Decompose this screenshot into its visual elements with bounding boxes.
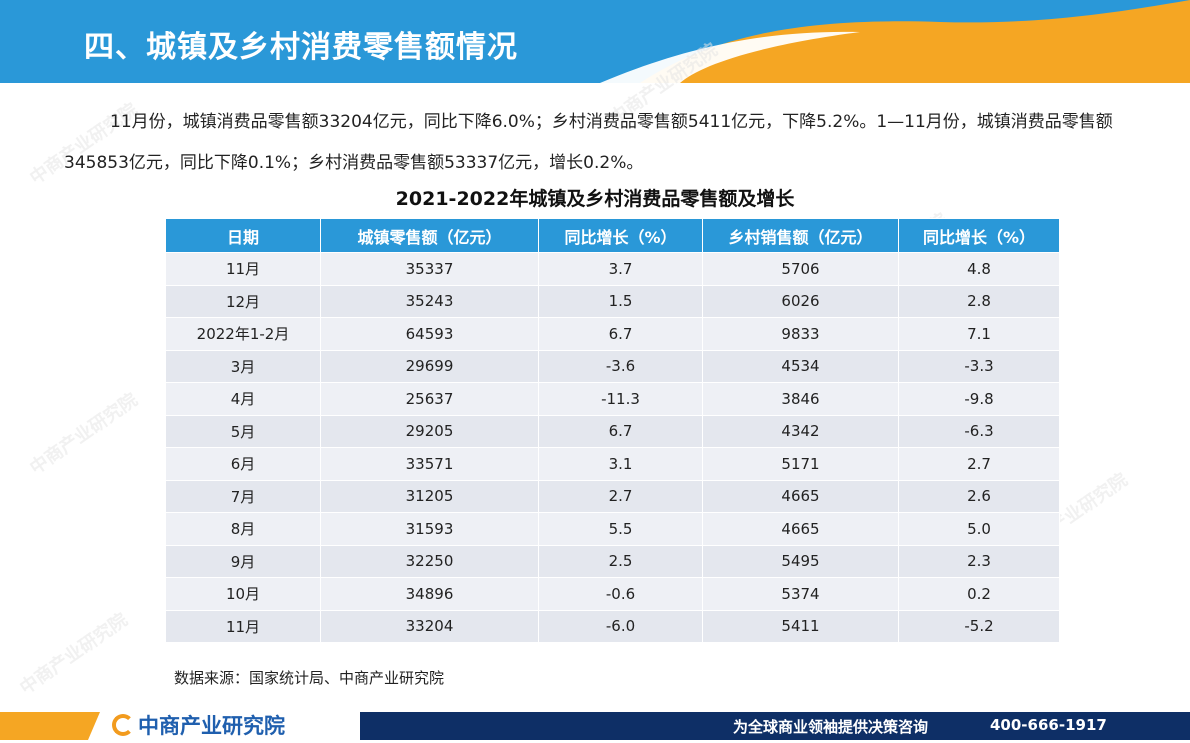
cell-date: 11月 <box>165 609 321 643</box>
table-row: 10月 34896 -0.6 5374 0.2 <box>165 577 1060 611</box>
retail-sales-table: 日期 城镇零售额（亿元） 同比增长（%） 乡村销售额（亿元） 同比增长（%） 1… <box>165 218 1060 643</box>
table-row: 6月 33571 3.1 5171 2.7 <box>165 447 1060 481</box>
table-row: 4月 25637 -11.3 3846 -9.8 <box>165 382 1060 416</box>
cell-date: 3月 <box>165 349 321 383</box>
table-row: 8月 31593 5.5 4665 5.0 <box>165 512 1060 546</box>
cell-date: 5月 <box>165 414 321 448</box>
cell-rural-sales: 4534 <box>702 349 899 383</box>
cell-date: 2022年1-2月 <box>165 317 321 351</box>
header-banner: 四、城镇及乡村消费零售额情况 <box>0 0 1190 83</box>
table-row: 12月 35243 1.5 6026 2.8 <box>165 284 1060 318</box>
cell-rural-growth: -9.8 <box>898 382 1060 416</box>
table-body: 11月 35337 3.7 5706 4.8 12月 35243 1.5 6026 2.8 2022… <box>165 252 1060 643</box>
cell-rural-growth: -6.3 <box>898 414 1060 448</box>
table-header-row: 日期 城镇零售额（亿元） 同比增长（%） 乡村销售额（亿元） 同比增长（%） <box>165 218 1060 253</box>
cell-urban-growth: 2.7 <box>538 479 703 513</box>
footer-orange-stripe <box>0 712 100 740</box>
cell-urban-growth: -0.6 <box>538 577 703 611</box>
table-row: 9月 32250 2.5 5495 2.3 <box>165 544 1060 578</box>
cell-date: 8月 <box>165 512 321 546</box>
cell-rural-growth: 2.6 <box>898 479 1060 513</box>
footer-slogan: 为全球商业领袖提供决策咨询 <box>733 718 929 736</box>
cell-rural-sales: 3846 <box>702 382 899 416</box>
cell-rural-growth: -3.3 <box>898 349 1060 383</box>
cell-rural-sales: 5374 <box>702 577 899 611</box>
cell-date: 11月 <box>165 252 321 286</box>
cell-urban-sales: 33204 <box>320 609 539 643</box>
column-header-rural-growth: 同比增长（%） <box>898 218 1060 253</box>
cell-urban-sales: 25637 <box>320 382 539 416</box>
page-title: 四、城镇及乡村消费零售额情况 <box>84 30 518 65</box>
cell-urban-sales: 29699 <box>320 349 539 383</box>
cell-rural-growth: 4.8 <box>898 252 1060 286</box>
cell-date: 10月 <box>165 577 321 611</box>
footer-logo: 中商产业研究院 <box>112 710 285 740</box>
cell-urban-growth: -6.0 <box>538 609 703 643</box>
cell-date: 12月 <box>165 284 321 318</box>
cell-urban-sales: 32250 <box>320 544 539 578</box>
cell-urban-growth: 6.7 <box>538 414 703 448</box>
cell-rural-sales: 5411 <box>702 609 899 643</box>
cell-rural-growth: 2.7 <box>898 447 1060 481</box>
cell-rural-growth: 2.8 <box>898 284 1060 318</box>
cell-rural-growth: -5.2 <box>898 609 1060 643</box>
header-background <box>0 0 1190 83</box>
cell-urban-sales: 29205 <box>320 414 539 448</box>
cell-rural-growth: 0.2 <box>898 577 1060 611</box>
cell-rural-sales: 4665 <box>702 479 899 513</box>
cell-rural-sales: 4665 <box>702 512 899 546</box>
footer-logo-text: 中商产业研究院 <box>138 714 285 738</box>
cell-rural-sales: 5171 <box>702 447 899 481</box>
summary-paragraph: 11月份，城镇消费品零售额33204亿元，同比下降6.0%；乡村消费品零售额54… <box>64 102 1144 184</box>
table-row: 5月 29205 6.7 4342 -6.3 <box>165 414 1060 448</box>
cell-urban-sales: 33571 <box>320 447 539 481</box>
column-header-date: 日期 <box>165 218 321 253</box>
cell-rural-sales: 4342 <box>702 414 899 448</box>
table-row: 7月 31205 2.7 4665 2.6 <box>165 479 1060 513</box>
cell-date: 6月 <box>165 447 321 481</box>
cell-rural-sales: 6026 <box>702 284 899 318</box>
cell-urban-sales: 31593 <box>320 512 539 546</box>
footer-navy-bar <box>360 712 1190 740</box>
cell-rural-growth: 7.1 <box>898 317 1060 351</box>
cell-urban-growth: -3.6 <box>538 349 703 383</box>
table-row: 3月 29699 -3.6 4534 -3.3 <box>165 349 1060 383</box>
cell-rural-growth: 2.3 <box>898 544 1060 578</box>
column-header-urban-sales: 城镇零售额（亿元） <box>320 218 539 253</box>
cell-urban-sales: 35243 <box>320 284 539 318</box>
cell-urban-growth: 3.7 <box>538 252 703 286</box>
table-row: 11月 35337 3.7 5706 4.8 <box>165 252 1060 286</box>
summary-text: 11月份，城镇消费品零售额33204亿元，同比下降6.0%；乡村消费品零售额54… <box>64 112 1113 173</box>
cell-urban-sales: 64593 <box>320 317 539 351</box>
cell-urban-sales: 34896 <box>320 577 539 611</box>
cell-urban-growth: 2.5 <box>538 544 703 578</box>
cell-rural-growth: 5.0 <box>898 512 1060 546</box>
cell-rural-sales: 5706 <box>702 252 899 286</box>
cell-date: 7月 <box>165 479 321 513</box>
cell-rural-sales: 9833 <box>702 317 899 351</box>
footer-phone: 400-666-1917 <box>990 716 1107 734</box>
table-row: 11月 33204 -6.0 5411 -5.2 <box>165 609 1060 643</box>
footer: 中商产业研究院 为全球商业领袖提供决策咨询 400-666-1917 <box>0 708 1190 743</box>
cell-rural-sales: 5495 <box>702 544 899 578</box>
cell-urban-sales: 35337 <box>320 252 539 286</box>
watermark: 中商产业研究院 <box>26 389 142 479</box>
watermark: 中商产业研究院 <box>16 609 132 699</box>
cell-date: 9月 <box>165 544 321 578</box>
cell-urban-growth: 3.1 <box>538 447 703 481</box>
table-title: 2021-2022年城镇及乡村消费品零售额及增长 <box>395 188 795 210</box>
cell-date: 4月 <box>165 382 321 416</box>
logo-icon <box>112 714 134 736</box>
cell-urban-growth: 5.5 <box>538 512 703 546</box>
cell-urban-growth: 1.5 <box>538 284 703 318</box>
cell-urban-growth: 6.7 <box>538 317 703 351</box>
table-row: 2022年1-2月 64593 6.7 9833 7.1 <box>165 317 1060 351</box>
column-header-urban-growth: 同比增长（%） <box>538 218 703 253</box>
data-source-note: 数据来源：国家统计局、中商产业研究院 <box>174 669 445 687</box>
cell-urban-growth: -11.3 <box>538 382 703 416</box>
column-header-rural-sales: 乡村销售额（亿元） <box>702 218 899 253</box>
cell-urban-sales: 31205 <box>320 479 539 513</box>
